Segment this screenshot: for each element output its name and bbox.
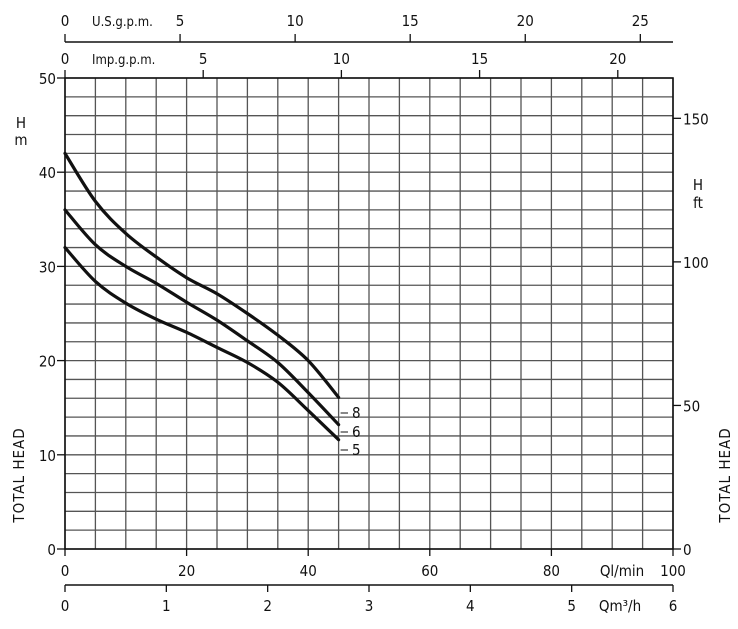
y-tick-label: 30: [39, 258, 56, 276]
y-tick-label: 10: [39, 447, 56, 465]
impgpm-tick-label: 15: [471, 50, 488, 68]
curve-label-6: 6: [352, 423, 361, 441]
usgpm-tick-label: 0: [61, 12, 70, 30]
usgpm-tick-label: 20: [517, 12, 534, 30]
m3h-tick-label: 2: [263, 597, 272, 615]
y-right-unit-top: H: [693, 176, 703, 194]
usgpm-tick-label: 15: [402, 12, 419, 30]
y-tick-label: 40: [39, 164, 56, 182]
y-unit-top: H: [16, 114, 26, 132]
y-right-unit-bottom: ft: [693, 194, 703, 212]
y-tick-label: 0: [47, 541, 56, 559]
x-tick-label: 20: [178, 562, 195, 580]
x-tick-label: 60: [421, 562, 438, 580]
y-right-tick-label: 150: [683, 110, 709, 128]
axes: [57, 34, 681, 592]
grid: [64, 77, 674, 550]
y-axis-title: TOTAL HEAD: [10, 427, 28, 523]
y-tick-label: 50: [39, 70, 56, 88]
y-tick-label: 20: [39, 353, 56, 371]
x-tick-label: 0: [61, 562, 70, 580]
curves: [63, 151, 348, 451]
m3h-tick-label: 6: [669, 597, 678, 615]
m3h-tick-label: 3: [365, 597, 374, 615]
y-right-axis-title: TOTAL HEAD: [716, 427, 734, 523]
x-tick-label: 100: [660, 562, 686, 580]
usgpm-tick-label: 10: [287, 12, 304, 30]
curve-label-5: 5: [352, 441, 361, 459]
curve-5: [63, 245, 341, 442]
x-tick-label: 40: [300, 562, 317, 580]
y-right-tick-label: 0: [683, 541, 692, 559]
m3h-tick-label: 4: [466, 597, 475, 615]
usgpm-tick-label: 5: [176, 12, 185, 30]
curve-6: [63, 208, 341, 427]
plot-frame: [64, 77, 674, 550]
m3h-axis-label: Qm³/h: [599, 597, 641, 615]
impgpm-tick-label: 20: [609, 50, 626, 68]
curve-8: [63, 151, 341, 399]
y-unit-bottom: m: [14, 131, 27, 149]
impgpm-tick-label: 10: [333, 50, 350, 68]
impgpm-tick-label: 0: [61, 50, 70, 68]
curve-label-8: 8: [352, 404, 361, 422]
m3h-tick-label: 1: [162, 597, 171, 615]
m3h-tick-label: 0: [61, 597, 70, 615]
impgpm-axis-label: Imp.g.p.m.: [92, 53, 155, 68]
usgpm-axis-label: U.S.g.p.m.: [92, 15, 153, 30]
x-tick-label: 80: [543, 562, 560, 580]
x-axis-label: Ql/min: [600, 562, 644, 580]
usgpm-tick-label: 25: [632, 12, 649, 30]
impgpm-tick-label: 5: [199, 50, 208, 68]
y-right-tick-label: 100: [683, 254, 709, 272]
y-right-tick-label: 50: [683, 397, 700, 415]
m3h-tick-label: 5: [567, 597, 576, 615]
